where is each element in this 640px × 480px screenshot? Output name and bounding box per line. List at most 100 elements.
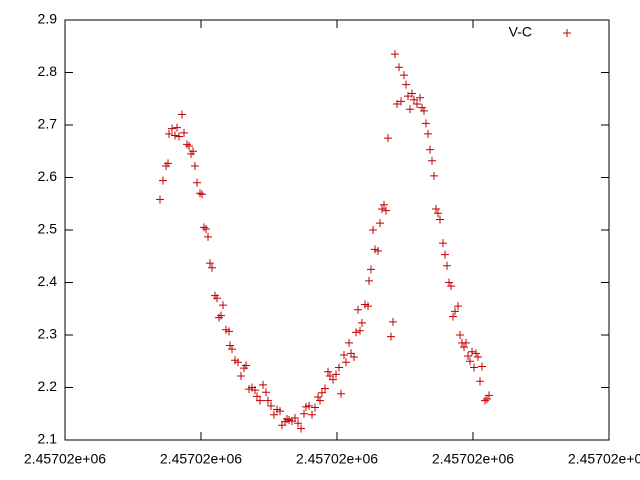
point (464, 352, 472, 360)
point (324, 367, 332, 376)
x-tick-label: 2.45702e+06 (432, 451, 514, 467)
point (267, 401, 275, 410)
point (321, 384, 329, 393)
point (332, 370, 340, 379)
point (189, 147, 197, 156)
point (204, 232, 212, 241)
point (165, 129, 173, 138)
point (428, 156, 436, 165)
point (291, 413, 299, 422)
point (316, 396, 324, 405)
y-tick-label: 2.4 (38, 273, 58, 289)
point (168, 124, 176, 133)
legend-label: V-C (509, 24, 532, 40)
y-tick-label: 2.7 (38, 116, 58, 132)
point (402, 80, 410, 89)
point (219, 301, 227, 310)
point (242, 361, 250, 370)
point (408, 89, 416, 98)
point (283, 415, 291, 423)
point (259, 380, 267, 389)
y-tick-label: 2.5 (38, 221, 58, 237)
point (191, 161, 199, 170)
y-tick-label: 2.2 (38, 378, 58, 394)
point (173, 123, 181, 132)
point (456, 331, 464, 339)
point (447, 282, 455, 291)
point (364, 302, 372, 311)
point (202, 224, 210, 233)
point (426, 145, 434, 154)
point (365, 276, 373, 285)
point (215, 313, 223, 322)
point (340, 350, 348, 359)
point (382, 206, 390, 215)
point (337, 389, 345, 398)
point (358, 318, 366, 327)
point (462, 338, 470, 347)
point (198, 190, 206, 199)
point (387, 332, 395, 341)
point (208, 263, 216, 272)
point (395, 63, 403, 72)
point (369, 226, 377, 234)
point (234, 358, 242, 367)
x-tick-label: 2.45702e+06 (568, 451, 640, 467)
point (183, 140, 191, 149)
y-tick-label: 2.6 (38, 168, 58, 184)
point (374, 247, 382, 255)
point (430, 171, 438, 180)
y-tick-label: 2.8 (38, 63, 58, 79)
point (217, 311, 225, 320)
point (251, 386, 259, 395)
point (481, 396, 489, 405)
point (318, 388, 326, 397)
point (156, 195, 164, 204)
point (466, 357, 474, 366)
point (305, 401, 313, 410)
point (413, 100, 421, 108)
point (434, 209, 442, 218)
point (439, 239, 447, 248)
point (478, 362, 486, 371)
point (226, 341, 234, 350)
point (200, 223, 208, 232)
point (449, 312, 457, 321)
point (400, 71, 408, 80)
point (443, 261, 451, 270)
legend-marker (563, 29, 571, 37)
y-tick-label: 2.9 (38, 11, 58, 27)
point (262, 388, 270, 397)
point (308, 410, 316, 419)
point (335, 363, 343, 372)
point (300, 409, 308, 418)
point (406, 105, 414, 114)
point (314, 392, 322, 401)
x-tick-label: 2.45702e+06 (296, 451, 378, 467)
point (354, 305, 362, 314)
point (356, 326, 364, 335)
point (352, 328, 360, 337)
point (483, 395, 491, 404)
point (228, 345, 236, 354)
point (410, 95, 418, 104)
point (178, 110, 186, 119)
point (378, 205, 386, 213)
point (460, 343, 468, 352)
point (451, 307, 459, 316)
point (454, 302, 462, 311)
point (225, 327, 233, 336)
point (294, 419, 302, 428)
point (367, 265, 375, 274)
point (256, 396, 264, 405)
y-tick-label: 2.1 (38, 431, 58, 447)
point (311, 403, 319, 412)
point (424, 129, 432, 138)
point (171, 131, 179, 140)
point (270, 410, 278, 419)
point (264, 396, 272, 405)
point (384, 134, 392, 143)
point (376, 219, 384, 228)
